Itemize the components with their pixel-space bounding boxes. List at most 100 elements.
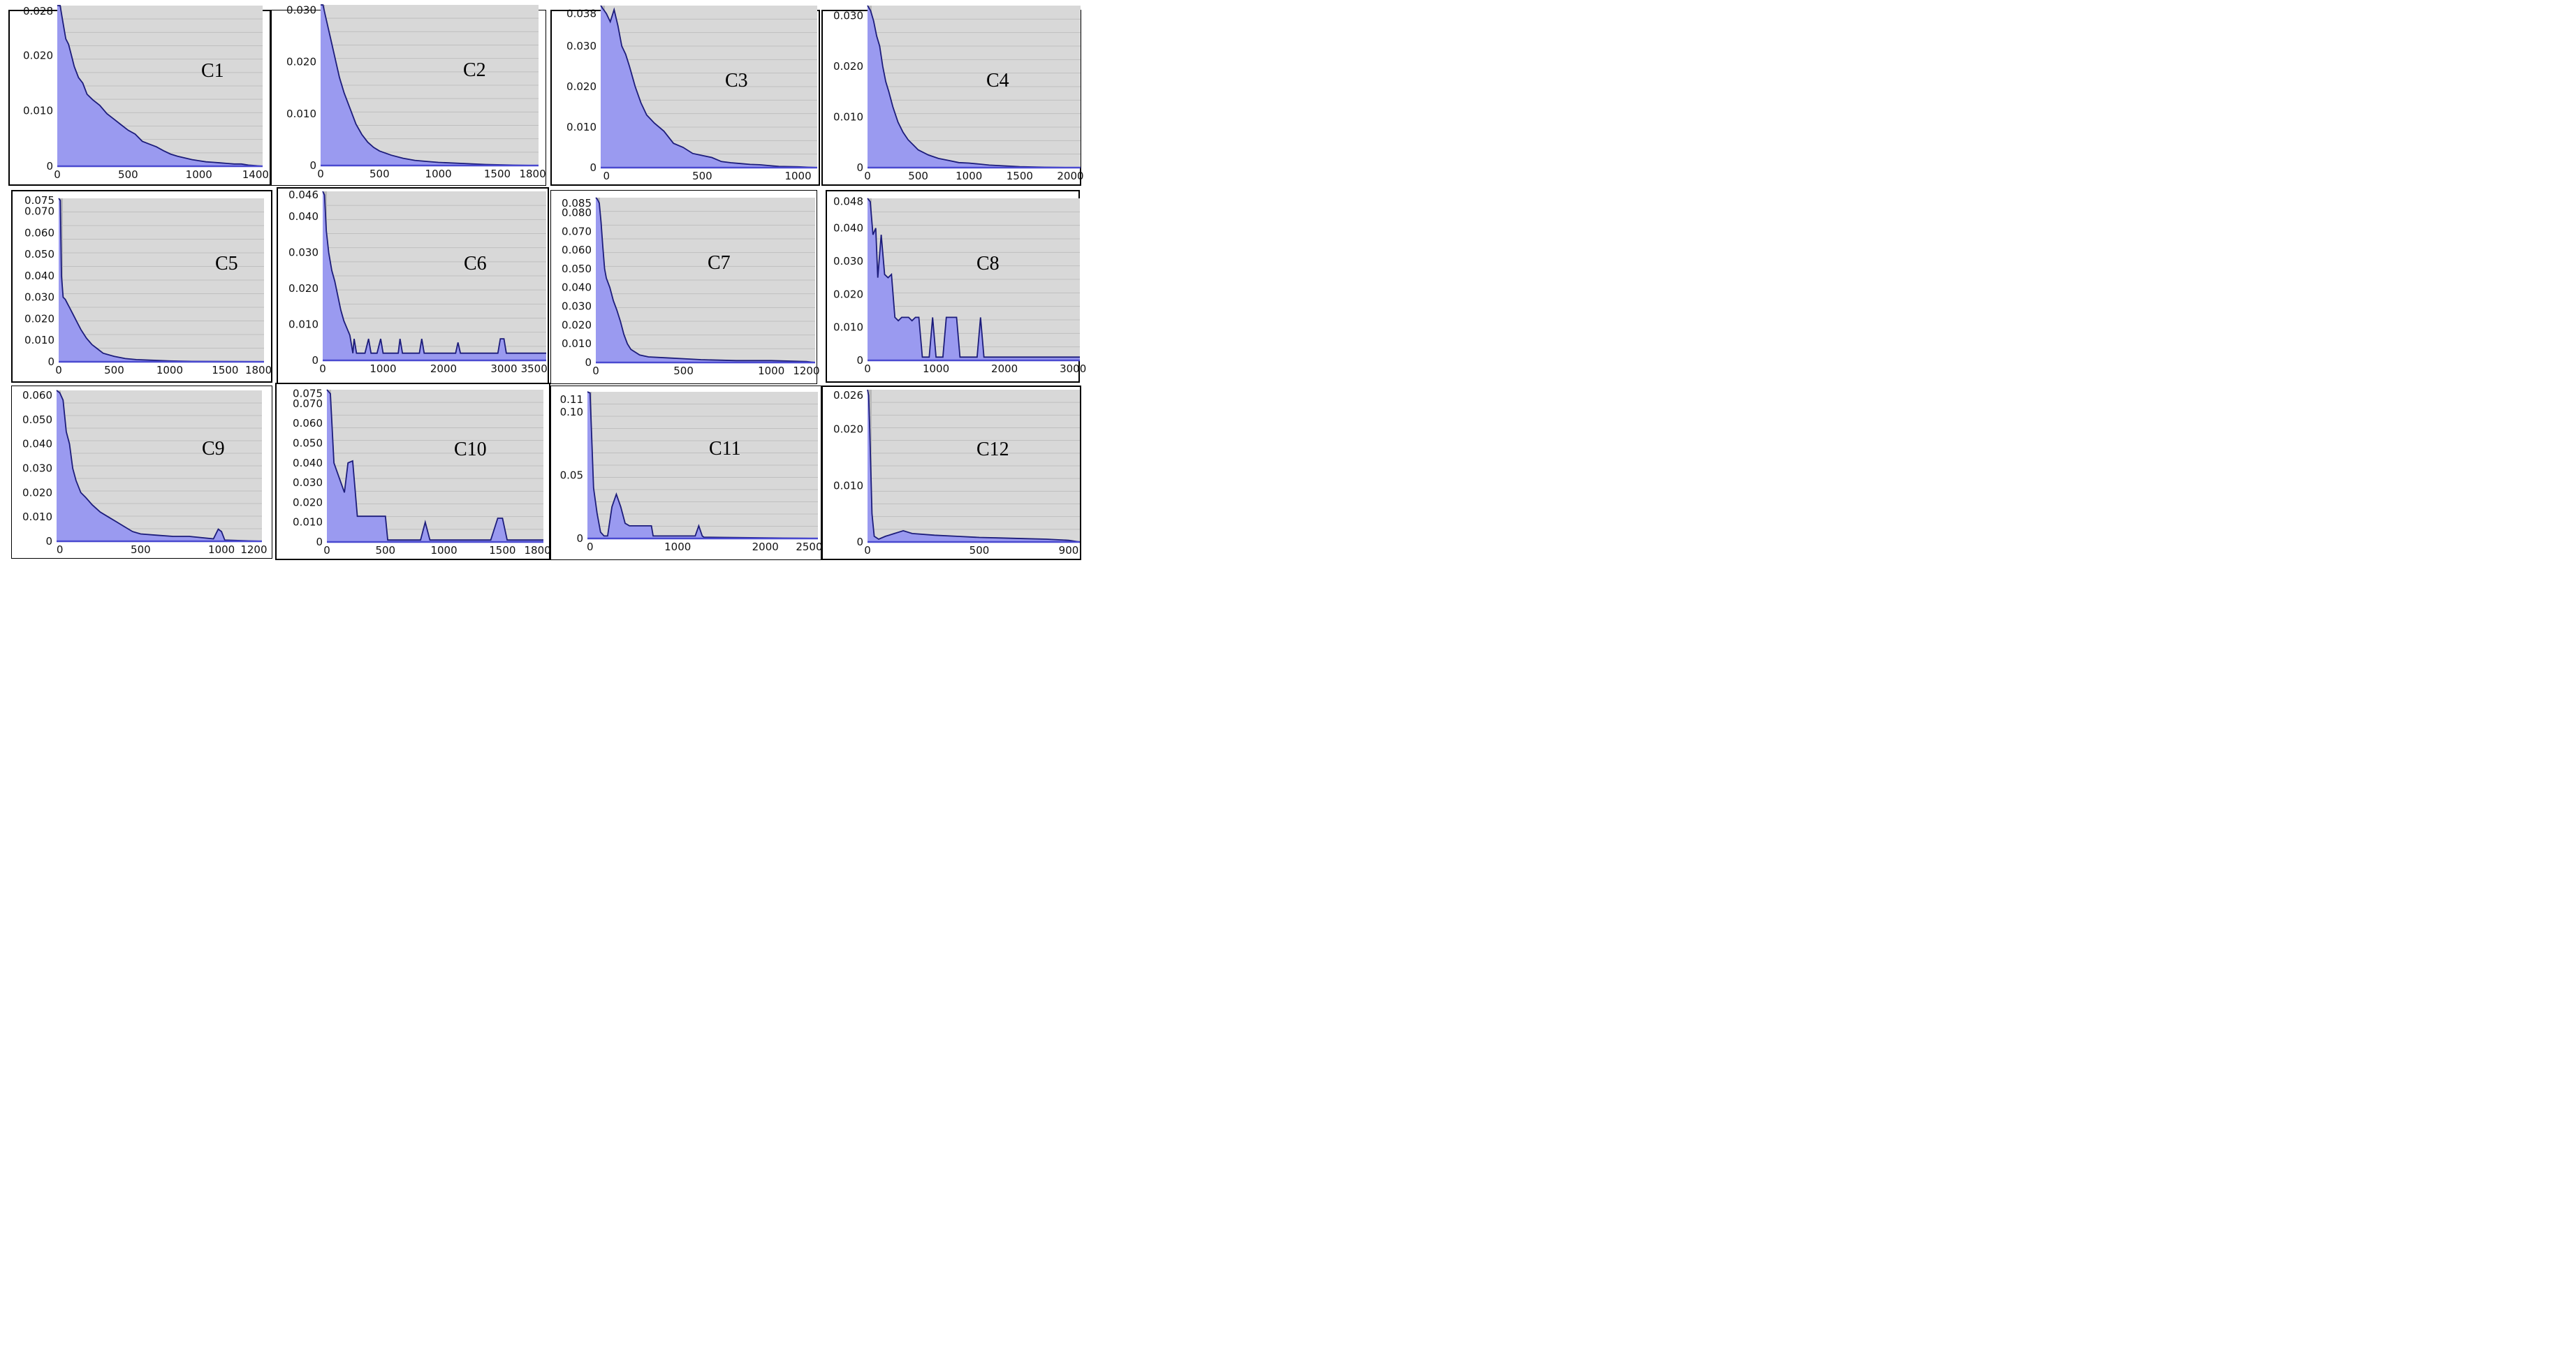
y-tick-label: 0.075 xyxy=(24,194,54,207)
x-tick-label: 1000 xyxy=(186,168,212,181)
x-tick-label: 500 xyxy=(375,544,395,557)
panel-label: C4 xyxy=(986,70,1009,91)
x-tick-label: 2500 xyxy=(796,541,822,553)
x-tick-label: 1500 xyxy=(489,544,515,557)
x-tick-label: 1500 xyxy=(1007,170,1033,182)
y-tick-label: 0 xyxy=(309,159,316,172)
y-tick-label: 0 xyxy=(856,354,863,367)
x-tick-label: 500 xyxy=(692,170,712,182)
x-tick-label: 3500 xyxy=(521,362,548,375)
y-tick-label: 0.060 xyxy=(24,226,54,239)
series-line xyxy=(867,198,1080,358)
plot-c10: 0 0.010 0.020 0.030 0.040 0.050 0.060 0.0700.07… xyxy=(293,388,551,557)
x-tick-label: 500 xyxy=(369,168,390,180)
series-line xyxy=(867,389,1081,543)
series-area xyxy=(596,198,815,362)
y-tick-label: 0 xyxy=(856,536,863,548)
panel-c4: 0 0.010 0.020 0.030 0 500 1000 1500 2000 C4 xyxy=(821,5,1084,186)
y-tick-label: 0 xyxy=(576,532,583,545)
x-tick-label: 2000 xyxy=(752,541,779,553)
y-tick-label: 0.085 xyxy=(562,197,592,210)
y-tick-label: 0.046 xyxy=(288,189,319,201)
y-tick-label: 0.020 xyxy=(22,486,52,499)
y-tick-label: 0.040 xyxy=(288,210,319,223)
y-tick-label: 0.05 xyxy=(560,469,583,481)
x-tick-label: 0 xyxy=(319,362,326,375)
panel-label: C12 xyxy=(976,439,1009,460)
series-area xyxy=(868,198,1080,360)
x-tick-label: 1000 xyxy=(784,170,811,182)
panel-label: C2 xyxy=(463,59,486,81)
series-line xyxy=(867,5,1081,168)
y-tick-label: 0.028 xyxy=(23,5,53,17)
x-tick-label: 0 xyxy=(323,544,330,557)
y-tick-label: 0.010 xyxy=(23,105,53,117)
x-tick-label: 1000 xyxy=(156,364,183,376)
y-tick-label: 0.040 xyxy=(562,281,592,294)
x-tick-label: 1500 xyxy=(212,364,238,376)
y-tick-label: 0.048 xyxy=(833,196,863,208)
x-tick-label: 1800 xyxy=(519,168,546,180)
panel-label: C10 xyxy=(454,439,487,460)
panel-c6: 0 0.010 0.020 0.030 0.040 0.046 0 1000 2000 3000 3… xyxy=(277,187,549,384)
y-tick-label: 0.010 xyxy=(286,108,316,120)
y-tick-label: 0.030 xyxy=(562,300,592,313)
panel-c9: 0 0.010 0.020 0.030 0.040 0.050 0.060 0 500 1000 1… xyxy=(11,386,272,559)
panel-label: C7 xyxy=(708,252,731,274)
plot-c9: 0 0.010 0.020 0.030 0.040 0.050 0.060 0 500 1000 1… xyxy=(22,389,267,556)
y-tick-label: 0.070 xyxy=(24,205,54,217)
series-line xyxy=(56,390,263,542)
y-tick-label: 0.020 xyxy=(286,56,316,68)
y-tick-label: 0.030 xyxy=(833,10,863,22)
series-area xyxy=(327,390,543,542)
panel-label: C9 xyxy=(202,438,225,460)
x-tick-label: 1200 xyxy=(793,365,819,377)
x-tick-label: 0 xyxy=(603,170,610,182)
x-tick-label: 3000 xyxy=(1060,362,1086,375)
series-area xyxy=(868,6,1081,168)
y-tick-label: 0.060 xyxy=(562,244,592,256)
plot-c5: 0 0.010 0.020 0.030 0.040 0.050 0.060 0.0700.07… xyxy=(24,194,272,376)
y-tick-label: 0.030 xyxy=(288,247,319,259)
x-tick-label: 1000 xyxy=(758,365,784,377)
panel-c7: 0 0.010 0.020 0.030 0.040 0.050 0.060 0.070 0.08… xyxy=(550,190,820,384)
panel-c3: 0 0.010 0.020 0.030 0.038 0 500 1000 C3 xyxy=(550,5,820,186)
y-tick-label: 0.010 xyxy=(833,111,863,124)
x-tick-label: 0 xyxy=(587,541,594,553)
x-tick-label: 1800 xyxy=(245,364,272,376)
panel-label: C8 xyxy=(976,253,1000,274)
y-tick-label: 0.020 xyxy=(24,312,54,325)
y-tick-label: 0.026 xyxy=(833,389,863,402)
y-tick-label: 0.010 xyxy=(288,318,319,331)
y-tick-label: 0.020 xyxy=(833,423,863,436)
series-line xyxy=(600,5,818,168)
plot-c2: 0 0.010 0.020 0.030 0 500 1000 1500 1800 xyxy=(286,3,546,180)
x-tick-label: 500 xyxy=(908,170,928,182)
y-tick-label: 0.010 xyxy=(24,334,54,346)
x-tick-label: 500 xyxy=(673,365,694,377)
series-line xyxy=(326,389,543,541)
x-tick-label: 1000 xyxy=(425,168,452,180)
x-tick-label: 1200 xyxy=(240,543,267,556)
panel-c10: 0 0.010 0.020 0.030 0.040 0.050 0.060 0.070 0.07… xyxy=(275,383,551,560)
x-tick-label: 1500 xyxy=(484,168,511,180)
chart-figure: 0 0.010 0.020 0.028 0 500 1000 1400 C1 0 0.010 0.02… xyxy=(0,0,1095,577)
panel-c8: 0 0.010 0.020 0.030 0.040 0.048 0 1000 2000 3000 C… xyxy=(826,190,1086,383)
y-tick-label: 0 xyxy=(45,535,52,548)
panel-c12: 0 0.010 0.020 0.026 0 500 900 C12 xyxy=(821,386,1081,560)
series-area xyxy=(323,191,546,360)
y-tick-label: 0.060 xyxy=(22,389,52,402)
x-tick-label: 1000 xyxy=(956,170,982,182)
panel-c5: 0 0.010 0.020 0.030 0.040 0.050 0.060 0.070 0.07… xyxy=(11,190,272,383)
series-area xyxy=(587,392,818,538)
x-tick-label: 1000 xyxy=(923,362,949,375)
x-tick-label: 500 xyxy=(104,364,124,376)
y-tick-label: 0 xyxy=(856,161,863,174)
series-line xyxy=(595,197,816,363)
plot-c11: 0 0.05 0.100.11 0 1000 2000 2500 xyxy=(560,391,823,553)
y-tick-label: 0 xyxy=(46,160,53,173)
y-tick-label: 0.030 xyxy=(293,476,323,489)
y-tick-label: 0 xyxy=(47,355,54,368)
panel-c11: 0 0.05 0.10 0.11 0 1000 2000 2500 C11 xyxy=(550,386,823,560)
y-tick-label: 0.040 xyxy=(293,457,323,469)
